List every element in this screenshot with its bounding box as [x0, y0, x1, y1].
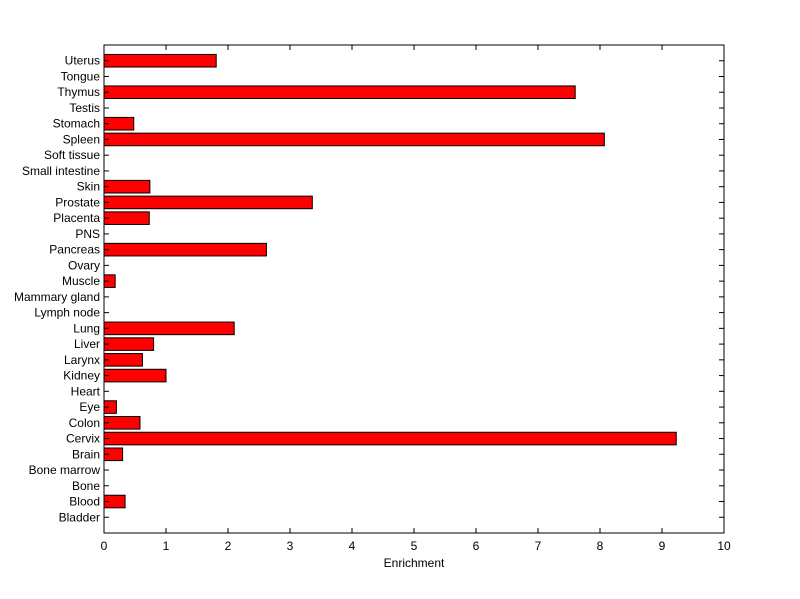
bar — [103, 53, 217, 68]
x-tick-label: 5 — [411, 539, 418, 553]
y-tick-label: Small intestine — [22, 164, 100, 178]
y-tick-label: Stomach — [53, 117, 100, 131]
y-tick-label: Placenta — [53, 211, 100, 225]
x-tick-label: 3 — [287, 539, 294, 553]
y-tick-label: Bone — [72, 479, 100, 493]
y-tick-label: Larynx — [64, 353, 100, 367]
y-tick-label: Liver — [74, 337, 100, 351]
plot-area — [104, 45, 724, 533]
y-tick-label: Mammary gland — [14, 290, 100, 304]
x-axis: 0 1 2 3 4 5 6 7 8 9 10 — [101, 45, 731, 553]
x-tick-label: 6 — [473, 539, 480, 553]
y-tick-label: Brain — [72, 447, 100, 461]
bar — [103, 431, 677, 446]
y-tick-label: Blood — [69, 495, 100, 509]
x-tick-label: 1 — [163, 539, 170, 553]
y-tick-label: Bone marrow — [29, 463, 101, 477]
y-tick-label: Lung — [73, 321, 100, 335]
x-tick-label: 2 — [225, 539, 232, 553]
x-tick-label: 4 — [349, 539, 356, 553]
y-tick-label: Muscle — [62, 274, 100, 288]
bar — [103, 416, 141, 430]
y-tick-label: Spleen — [63, 132, 100, 146]
bar — [103, 337, 155, 351]
y-tick-label: Kidney — [63, 369, 100, 383]
y-tick-label: Prostate — [55, 195, 100, 209]
bar — [103, 242, 267, 257]
x-tick-label: 0 — [101, 539, 108, 553]
x-tick-label: 7 — [535, 539, 542, 553]
x-axis-label: Enrichment — [384, 556, 445, 570]
y-tick-label: Ovary — [68, 258, 100, 272]
y-tick-label: Thymus — [57, 85, 100, 99]
y-tick-label: Testis — [69, 101, 100, 115]
y-tick-label: Uterus — [65, 54, 100, 68]
y-tick-label: Heart — [71, 384, 101, 398]
bar — [103, 211, 150, 225]
plot-frame — [103, 44, 725, 534]
bar — [103, 353, 143, 367]
y-tick-label: PNS — [75, 227, 100, 241]
y-tick-label: Eye — [79, 400, 100, 414]
y-tick-label: Tongue — [61, 69, 101, 83]
x-tick-label: 8 — [597, 539, 604, 553]
y-tick-label: Cervix — [66, 432, 100, 446]
y-tick-label: Pancreas — [49, 243, 100, 257]
y-tick-label: Soft tissue — [44, 148, 100, 162]
y-tick-label: Bladder — [59, 510, 100, 524]
x-tick-label: 9 — [659, 539, 666, 553]
bar — [103, 85, 576, 100]
bar — [103, 195, 313, 210]
bar — [103, 179, 151, 194]
x-tick-label: 10 — [717, 539, 731, 553]
y-tick-label: Lymph node — [34, 306, 100, 320]
bar — [103, 368, 167, 383]
y-tick-label: Colon — [69, 416, 100, 430]
bar — [103, 132, 605, 147]
y-tick-label: Skin — [77, 180, 100, 194]
bar — [103, 321, 235, 336]
